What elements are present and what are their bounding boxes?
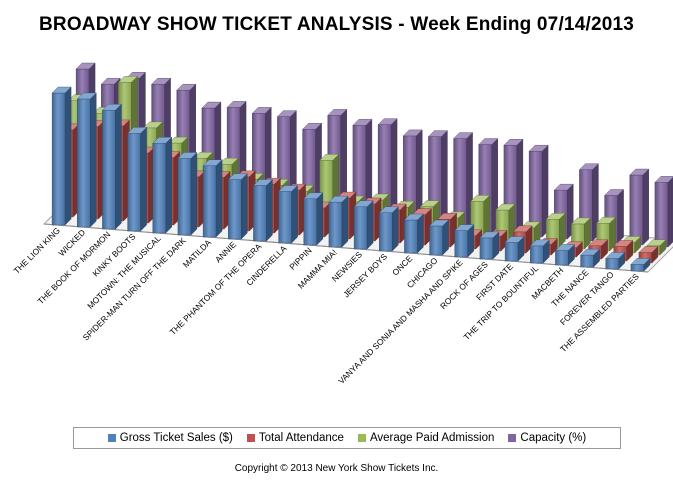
legend-item-3: Capacity (%) xyxy=(508,432,586,444)
bar-0-9 xyxy=(278,185,299,244)
bar-0-14 xyxy=(403,213,424,254)
bar-0-5 xyxy=(177,151,198,236)
category-label: VANYA AND SONIA AND MASHA AND SPIKE xyxy=(336,257,465,386)
legend-item-1: Total Attendance xyxy=(246,432,344,444)
chart-legend: Gross Ticket Sales ($) Total Attendance Av… xyxy=(73,427,621,449)
chart-bars xyxy=(51,62,673,272)
bar-0-7 xyxy=(227,173,248,240)
category-label: ONCE xyxy=(390,253,414,277)
bar-3-18 xyxy=(528,144,549,238)
legend-label: Gross Ticket Sales ($) xyxy=(119,432,233,444)
bar-1-23 xyxy=(638,245,659,264)
bar-0-12 xyxy=(353,200,374,250)
category-label: ROCK OF AGES xyxy=(438,259,490,311)
bar-0-0 xyxy=(51,86,72,226)
legend-swatch xyxy=(508,434,517,442)
bar-0-15 xyxy=(429,219,450,256)
chart-title: BROADWAY SHOW TICKET ANALYSIS - Week End… xyxy=(38,14,635,35)
bar-0-4 xyxy=(152,136,173,234)
legend-label: Capacity (%) xyxy=(520,432,587,444)
legend-label: Total Attendance xyxy=(258,432,344,444)
bar-0-20 xyxy=(554,243,575,266)
bar-0-8 xyxy=(252,179,273,242)
bar-0-16 xyxy=(454,224,475,258)
bar-0-3 xyxy=(127,126,148,232)
bar-0-2 xyxy=(101,103,122,230)
floor-front-edge xyxy=(43,223,649,273)
legend-swatch xyxy=(107,434,116,442)
legend-item-2: Average Paid Admission xyxy=(357,432,495,444)
category-label: ANNIE xyxy=(213,239,238,264)
bar-3-22 xyxy=(629,168,650,246)
bar-0-1 xyxy=(76,92,97,228)
bar-0-10 xyxy=(303,192,324,246)
legend-swatch xyxy=(246,434,255,442)
copyright-note: Copyright © 2013 New York Show Tickets I… xyxy=(234,463,439,474)
bar-0-18 xyxy=(504,236,525,262)
bar-0-6 xyxy=(202,159,223,238)
bar-0-11 xyxy=(328,195,349,248)
bar-0-21 xyxy=(580,248,601,268)
category-label: PIPPIN xyxy=(287,245,313,271)
bar-0-23 xyxy=(630,257,651,272)
bar-0-13 xyxy=(378,206,399,252)
legend-swatch xyxy=(357,434,366,442)
bar-0-17 xyxy=(479,231,500,260)
bar-3-23 xyxy=(654,176,673,248)
category-label: THE LION KING xyxy=(11,225,62,276)
bar-0-19 xyxy=(529,239,550,264)
bar-0-22 xyxy=(605,251,626,270)
legend-label: Average Paid Admission xyxy=(369,432,495,444)
legend-item-0: Gross Ticket Sales ($) xyxy=(107,432,233,444)
